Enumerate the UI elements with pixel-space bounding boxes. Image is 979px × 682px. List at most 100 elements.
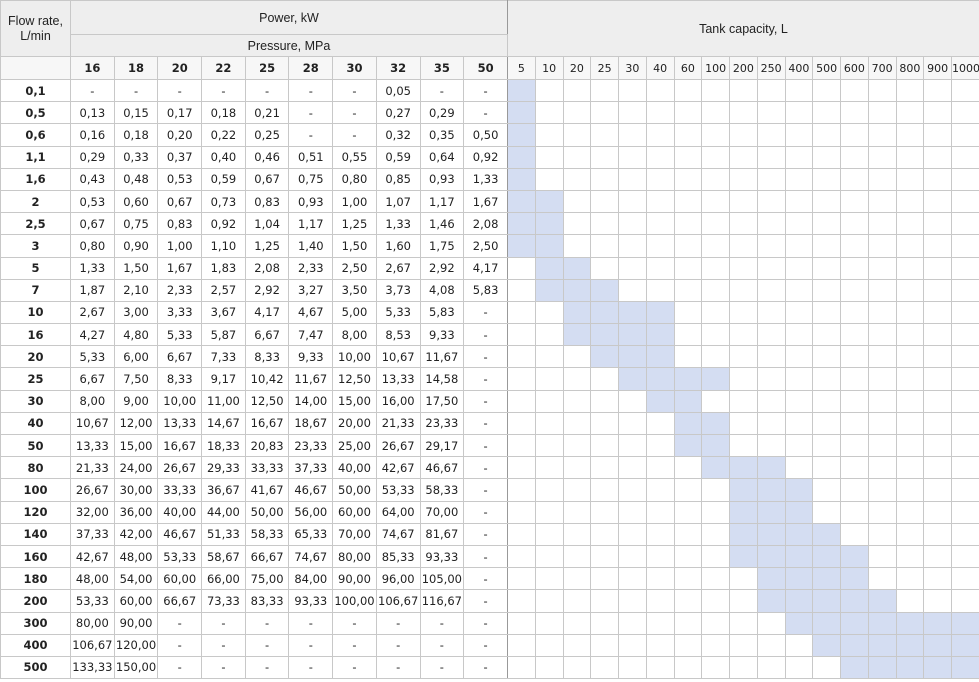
tank-cell bbox=[618, 123, 647, 147]
power-value: - bbox=[157, 655, 203, 680]
tank-cell bbox=[951, 101, 979, 125]
power-value: - bbox=[332, 611, 377, 635]
tank-value: 5 bbox=[507, 56, 536, 80]
tank-value: 700 bbox=[867, 56, 897, 80]
power-value: 14,00 bbox=[288, 389, 334, 413]
tank-cell bbox=[645, 300, 675, 325]
tank-cell bbox=[701, 300, 730, 325]
tank-cell bbox=[729, 123, 758, 147]
power-value: - bbox=[463, 522, 508, 546]
tank-cell bbox=[895, 478, 925, 502]
power-value: 81,67 bbox=[419, 522, 465, 546]
tank-cell bbox=[951, 189, 979, 214]
tank-cell bbox=[590, 78, 619, 103]
tank-cell bbox=[618, 300, 647, 325]
power-value: 1,07 bbox=[375, 189, 421, 214]
tank-cell bbox=[784, 256, 814, 280]
tank-cell bbox=[701, 256, 730, 280]
tank-cell bbox=[784, 167, 814, 191]
tank-cell bbox=[645, 456, 675, 480]
power-value: 150,00 bbox=[113, 655, 159, 680]
tank-cell bbox=[645, 323, 675, 347]
tank-cell bbox=[729, 300, 758, 325]
row: 2,5 0,67 0,75 0,83 0,92 1,04 1,17 1,25 1,33 1,46 2… bbox=[0, 212, 979, 236]
power-value: 40,00 bbox=[157, 500, 203, 524]
tank-cell bbox=[534, 101, 564, 125]
power-value: 0,15 bbox=[113, 101, 159, 125]
power-value: 90,00 bbox=[332, 567, 377, 591]
tank-cell bbox=[729, 167, 758, 191]
tank-cell bbox=[562, 389, 592, 413]
tank-cell bbox=[534, 589, 564, 613]
tank-cell bbox=[784, 589, 814, 613]
tank-cell bbox=[645, 544, 675, 569]
power-value: 0,29 bbox=[419, 101, 465, 125]
tank-cell bbox=[812, 123, 841, 147]
tank-cell bbox=[701, 389, 730, 413]
power-value: 80,00 bbox=[332, 544, 377, 569]
tank-cell bbox=[784, 101, 814, 125]
tank-cell bbox=[673, 345, 703, 369]
flow-rate: 1,6 bbox=[0, 167, 71, 191]
tank-cell bbox=[507, 212, 536, 236]
tank-cell bbox=[590, 212, 619, 236]
power-value: 4,80 bbox=[113, 323, 159, 347]
tank-cell bbox=[590, 123, 619, 147]
flow-rate: 140 bbox=[0, 522, 71, 546]
tank-cell bbox=[812, 323, 841, 347]
tank-cell bbox=[867, 234, 897, 258]
tank-cell bbox=[534, 189, 564, 214]
tank-cell bbox=[923, 323, 952, 347]
power-value: - bbox=[157, 611, 203, 635]
power-value: 51,33 bbox=[201, 522, 246, 546]
pressure-value: 50 bbox=[463, 56, 508, 80]
tank-cell bbox=[562, 633, 592, 657]
tank-cell bbox=[840, 212, 869, 236]
tank-cell bbox=[840, 123, 869, 147]
tank-value: 500 bbox=[812, 56, 841, 80]
tank-cell bbox=[756, 189, 786, 214]
power-value: 58,67 bbox=[201, 544, 246, 569]
tank-cell bbox=[590, 478, 619, 502]
row: 140 37,33 42,00 46,67 51,33 58,33 65,33 70,00 74… bbox=[0, 522, 979, 546]
tank-cell bbox=[867, 189, 897, 214]
power-value: 10,00 bbox=[332, 345, 377, 369]
power-value: 36,00 bbox=[113, 500, 159, 524]
tank-cell bbox=[867, 456, 897, 480]
power-value: 0,27 bbox=[375, 101, 421, 125]
tank-cell bbox=[867, 278, 897, 302]
power-value: - bbox=[157, 78, 203, 103]
tank-cell bbox=[729, 611, 758, 635]
power-value: 7,33 bbox=[201, 345, 246, 369]
row: 20 5,33 6,00 6,67 7,33 8,33 9,33 10,00 10,67 11,6… bbox=[0, 345, 979, 369]
tank-cell bbox=[590, 589, 619, 613]
power-value: 9,33 bbox=[419, 323, 465, 347]
power-value: 50,00 bbox=[244, 500, 290, 524]
pressure-value: 25 bbox=[244, 56, 290, 80]
tank-cell bbox=[951, 478, 979, 502]
header-row: 16 18 20 22 25 28 30 32 35 50 5 10 20 25 30 40 60 100 200 2… bbox=[0, 56, 979, 80]
tank-cell bbox=[673, 189, 703, 214]
power-value: 116,67 bbox=[419, 589, 465, 613]
power-value: 0,29 bbox=[70, 145, 115, 169]
pressure-value: 16 bbox=[70, 56, 115, 80]
power-value: 0,50 bbox=[463, 123, 508, 147]
row: 16 4,27 4,80 5,33 5,87 6,67 7,47 8,00 8,53 9,33- bbox=[0, 323, 979, 347]
power-value: 5,33 bbox=[375, 300, 421, 325]
power-value: - bbox=[288, 611, 334, 635]
tank-cell bbox=[645, 389, 675, 413]
tank-cell bbox=[618, 256, 647, 280]
tank-cell bbox=[618, 611, 647, 635]
tank-cell bbox=[951, 234, 979, 258]
tank-cell bbox=[840, 433, 869, 458]
tank-cell bbox=[812, 456, 841, 480]
tank-cell bbox=[951, 389, 979, 413]
tank-cell bbox=[562, 589, 592, 613]
tank-cell bbox=[562, 500, 592, 524]
tank-cell bbox=[729, 478, 758, 502]
tank-cell bbox=[618, 544, 647, 569]
tank-cell bbox=[507, 655, 536, 680]
tank-cell bbox=[618, 367, 647, 391]
tank-cell bbox=[534, 655, 564, 680]
